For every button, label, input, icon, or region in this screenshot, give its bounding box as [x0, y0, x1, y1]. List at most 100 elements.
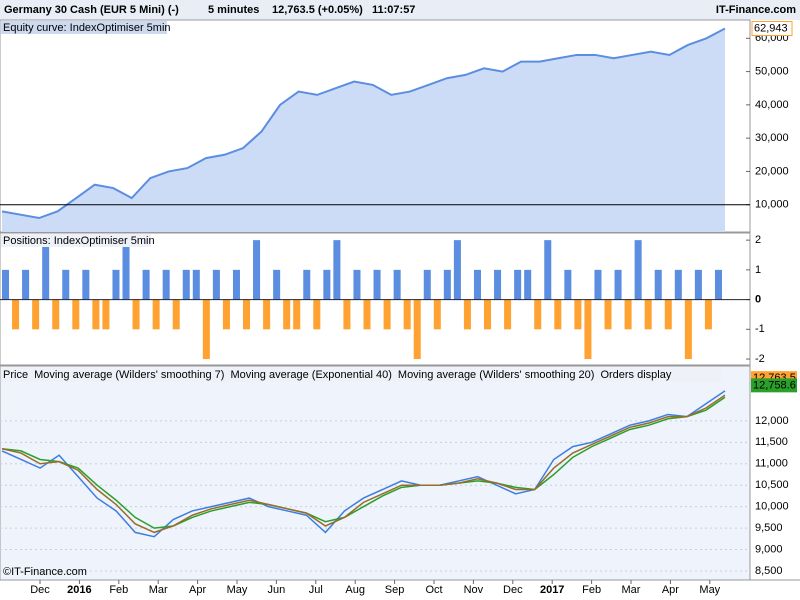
- position-bar: [594, 269, 602, 300]
- position-bar: [243, 299, 251, 330]
- quote: 12,763.5 (+0.05%): [272, 4, 363, 16]
- position-bar: [554, 299, 562, 330]
- position-bar: [192, 269, 200, 300]
- position-bar: [614, 269, 622, 300]
- position-bar: [714, 269, 722, 300]
- legend-entry: Orders display: [600, 369, 671, 381]
- position-bar: [92, 299, 100, 330]
- x-tick-label: Feb: [109, 584, 128, 596]
- y-tick-label: 11,500: [755, 436, 788, 448]
- position-bar: [102, 299, 110, 330]
- legend-bar: [1, 368, 721, 382]
- position-bar: [504, 299, 512, 330]
- y-tick-label: -1: [755, 323, 765, 335]
- position-bar: [453, 240, 461, 300]
- x-tick-label: Nov: [464, 584, 484, 596]
- x-tick-label: Jul: [309, 584, 323, 596]
- position-bar: [122, 240, 130, 300]
- x-tick-label: Dec: [30, 584, 50, 596]
- price-label-box: [751, 378, 797, 393]
- position-bar: [72, 299, 80, 330]
- x-tick-label: Oct: [425, 584, 442, 596]
- position-bar: [654, 269, 662, 300]
- header-bar: [0, 0, 800, 20]
- ma-line: [1, 396, 726, 529]
- position-bar: [283, 299, 291, 330]
- position-bar: [443, 269, 451, 300]
- y-tick-label: 10,000: [755, 199, 789, 211]
- position-bar: [514, 269, 522, 300]
- position-bar: [534, 299, 542, 330]
- position-bar: [323, 269, 331, 300]
- position-bar: [704, 299, 712, 330]
- x-tick-label: Mar: [622, 584, 641, 596]
- position-bar: [674, 269, 682, 300]
- y-tick-label: 30,000: [755, 132, 789, 144]
- position-bar: [22, 269, 30, 300]
- x-tick-label: Dec: [503, 584, 523, 596]
- brand: IT-Finance.com: [716, 4, 796, 16]
- position-bar: [373, 269, 381, 300]
- legend-entry: Moving average (Wilders' smoothing 7): [34, 369, 224, 381]
- y-tick-label: 10,000: [755, 501, 789, 513]
- position-bar: [353, 269, 361, 300]
- position-bar: [584, 299, 592, 360]
- position-bar: [564, 269, 572, 300]
- position-bar: [202, 299, 210, 360]
- y-tick-label: 9,500: [755, 522, 783, 534]
- title-box: [1, 21, 167, 34]
- y-tick-label: 2: [755, 234, 761, 246]
- position-bar: [363, 299, 371, 330]
- price-label: 12,758.6: [753, 379, 796, 391]
- position-bar: [222, 299, 230, 330]
- ma-line: [1, 394, 726, 534]
- position-bar: [403, 299, 411, 330]
- position-bar: [484, 299, 492, 330]
- legend-entry: Moving average (Wilders' smoothing 20): [398, 369, 595, 381]
- position-bar: [82, 269, 90, 300]
- position-bar: [433, 299, 441, 330]
- position-bar: [313, 299, 321, 330]
- position-bar: [62, 269, 70, 300]
- instrument: Germany 30 Cash (EUR 5 Mini) (-): [4, 4, 179, 16]
- position-bar: [182, 269, 190, 300]
- position-bar: [574, 299, 582, 330]
- y-tick-label: 11,000: [755, 458, 788, 470]
- position-bar: [212, 269, 220, 300]
- legend-entry: Moving average (Exponential 40): [230, 369, 391, 381]
- position-bar: [232, 269, 240, 300]
- y-tick-label: 10,500: [755, 479, 789, 491]
- timeframe: 5 minutes: [208, 4, 259, 16]
- panel-title: Equity curve: IndexOptimiser 5min: [3, 22, 171, 34]
- position-bar: [303, 269, 311, 300]
- position-bar: [273, 269, 281, 300]
- y-tick-label: 1: [755, 264, 761, 276]
- x-tick-label: May: [227, 584, 248, 596]
- position-bar: [544, 240, 552, 300]
- x-tick-label: Jun: [268, 584, 286, 596]
- equity-area: [2, 28, 725, 233]
- position-bar: [2, 269, 10, 300]
- y-tick-label: 9,000: [755, 543, 783, 555]
- position-bar: [413, 299, 421, 360]
- position-bar: [42, 240, 50, 300]
- position-bar: [293, 299, 301, 330]
- position-bar: [152, 299, 160, 330]
- position-bar: [694, 269, 702, 300]
- position-bar: [142, 269, 150, 300]
- position-bar: [684, 299, 692, 360]
- position-bar: [624, 299, 632, 330]
- y-tick-label: 50,000: [755, 65, 789, 77]
- x-tick-label: 2016: [67, 584, 91, 596]
- equity-line: [1, 27, 726, 220]
- position-bar: [32, 299, 40, 330]
- x-tick-label: Feb: [582, 584, 601, 596]
- position-bar: [664, 299, 672, 330]
- position-bar: [172, 299, 180, 330]
- x-tick-label: Apr: [189, 584, 206, 596]
- position-bar: [132, 299, 140, 330]
- y-tick-label: -2: [755, 353, 765, 365]
- position-bar: [644, 299, 652, 330]
- position-bar: [383, 299, 391, 330]
